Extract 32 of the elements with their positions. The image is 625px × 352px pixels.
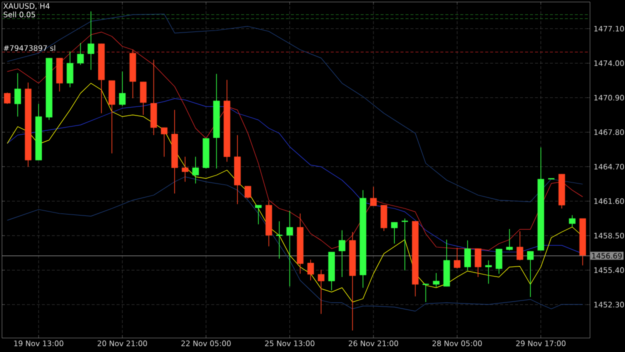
candlestick	[380, 204, 388, 232]
candlestick	[568, 214, 576, 228]
candlestick	[432, 272, 440, 288]
candlestick	[14, 72, 21, 117]
candlestick	[4, 92, 11, 104]
candlestick	[496, 248, 502, 274]
candlestick	[192, 156, 199, 184]
candlestick	[454, 248, 460, 270]
candlestick	[160, 127, 168, 158]
candlestick	[66, 51, 74, 88]
candlestick	[286, 210, 294, 287]
candlestick	[464, 240, 471, 271]
candlestick	[474, 248, 482, 278]
candlestick	[527, 250, 534, 298]
line-series	[6, 176, 583, 312]
candlestick	[255, 204, 262, 225]
candlestick	[244, 186, 252, 199]
candlestick	[119, 71, 126, 106]
candlestick	[338, 230, 346, 278]
candlestick	[370, 186, 377, 206]
candlestick	[88, 10, 94, 70]
candlestick	[140, 82, 147, 116]
candlestick	[307, 259, 314, 281]
candlestick	[391, 222, 398, 244]
candlestick	[77, 42, 84, 66]
candlestick	[485, 260, 492, 284]
candlestick	[318, 269, 324, 314]
candlestick	[506, 228, 513, 251]
candlestick	[516, 230, 524, 261]
candlestick	[182, 156, 188, 182]
candlestick	[276, 220, 284, 260]
candlestick	[401, 218, 409, 271]
